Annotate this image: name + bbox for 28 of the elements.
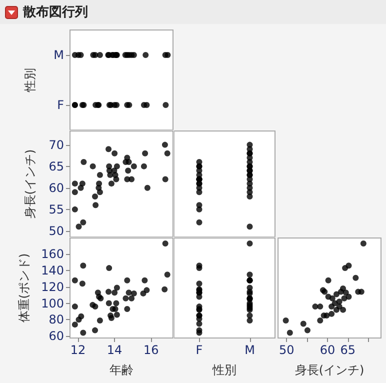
x-tick-label: 12 [70, 343, 86, 357]
y-axis-title: 性別 [23, 68, 37, 93]
y-tick-label: 80 [48, 312, 64, 327]
y-tick-label: 160 [41, 247, 64, 262]
y-axis-title: 体重(ポンド) [17, 253, 32, 323]
y-tick-label: 50 [48, 224, 64, 238]
x-axis-title: 年齢 [110, 363, 134, 377]
x-axis-title: 性別 [212, 363, 236, 377]
y-tick-label: 60 [48, 329, 64, 344]
x-tick-label: 65 [340, 343, 356, 357]
y-axis-title: 身長(インチ) [23, 149, 37, 219]
y-tick-label: 120 [41, 280, 64, 294]
chart-title: 散布図行列 [23, 4, 88, 21]
y-tick-label: 60 [48, 180, 64, 195]
y-tick-label: 65 [48, 159, 64, 174]
x-tick-label: F [196, 343, 203, 357]
y-tick-label: F [57, 98, 64, 112]
y-tick-label: 140 [41, 264, 64, 278]
x-tick-label: 60 [320, 343, 336, 357]
y-tick-label: M [54, 48, 64, 62]
x-tick-label: 50 [278, 343, 294, 357]
x-tick-label: M [244, 343, 255, 357]
y-tick-label: 55 [48, 202, 64, 216]
y-tick-label: 100 [41, 296, 64, 310]
x-tick-label: 16 [143, 343, 159, 357]
x-tick-label: 14 [106, 343, 122, 357]
x-axis-title: 身長(インチ) [294, 363, 364, 377]
y-tick-label: 70 [48, 138, 64, 152]
